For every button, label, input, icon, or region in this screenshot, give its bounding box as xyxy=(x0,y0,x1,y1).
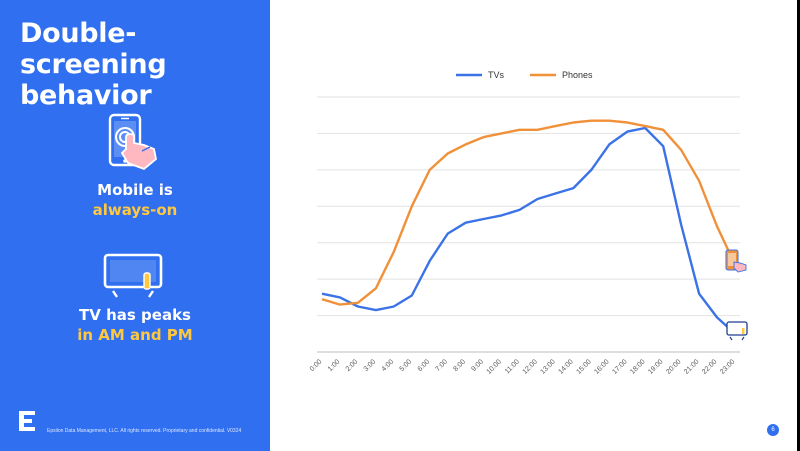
series-line-tvs xyxy=(321,126,736,335)
x-tick-label: 10:00 xyxy=(486,358,503,375)
epsilon-logo-icon xyxy=(19,411,35,431)
tvs-end-icon xyxy=(726,321,748,341)
legend-label-phones: Phones xyxy=(562,70,593,80)
x-tick-label: 3:00 xyxy=(363,358,378,373)
x-tick-label: 17:00 xyxy=(611,358,628,375)
tv-caption-line-1: TV has peaks xyxy=(79,306,191,324)
x-tick-label: 7:00 xyxy=(435,358,450,373)
tv-caption: TV has peaks in AM and PM xyxy=(0,305,270,345)
left-panel: Double-screening behavior Mobile is alwa… xyxy=(0,0,270,451)
mobile-caption-line-2: always-on xyxy=(92,201,178,219)
x-tick-label: 4:00 xyxy=(381,358,396,373)
tv-caption-line-2: in AM and PM xyxy=(77,326,193,344)
x-tick-label: 16:00 xyxy=(593,358,610,375)
series-line-phones xyxy=(321,119,737,306)
x-tick-label: 12:00 xyxy=(522,358,539,375)
page-number: 6 xyxy=(767,424,779,436)
title-line-1: Double-screening xyxy=(20,18,167,80)
phones-end-icon xyxy=(725,249,747,273)
mobile-caption: Mobile is always-on xyxy=(0,180,270,220)
x-tick-label: 23:00 xyxy=(719,358,736,375)
x-tick-label: 9:00 xyxy=(470,358,485,373)
chart-series xyxy=(321,119,737,335)
x-axis-labels: 0:00 1:00 2:00 3:00 4:00 5:00 6:00 7:00 8:00 9:00… xyxy=(309,358,737,375)
phone-touch-icon xyxy=(108,113,157,171)
title-line-2: behavior xyxy=(20,80,152,111)
x-tick-label: 8:00 xyxy=(452,358,467,373)
frame-edge xyxy=(797,0,800,451)
x-tick-label: 1:00 xyxy=(327,358,342,373)
x-tick-label: 5:00 xyxy=(399,358,414,373)
x-tick-label: 20:00 xyxy=(665,358,682,375)
footer-text: Epsilon Data Management, LLC. All rights… xyxy=(47,428,242,434)
chart-legend: TVs Phones xyxy=(456,70,593,80)
x-tick-label: 2:00 xyxy=(345,358,360,373)
line-chart: 0:00 1:00 2:00 3:00 4:00 5:00 6:00 7:00 8:00 9:00… xyxy=(309,70,748,376)
slide-title: Double-screening behavior xyxy=(20,18,260,111)
x-tick-label: 0:00 xyxy=(309,358,324,373)
x-tick-label: 19:00 xyxy=(647,358,664,375)
x-tick-label: 6:00 xyxy=(417,358,432,373)
mobile-caption-line-1: Mobile is xyxy=(97,181,173,199)
tv-icon xyxy=(103,253,163,298)
x-tick-label: 15:00 xyxy=(575,358,592,375)
x-tick-label: 14:00 xyxy=(557,358,574,375)
x-tick-label: 22:00 xyxy=(701,358,718,375)
x-tick-label: 13:00 xyxy=(540,358,557,375)
x-tick-label: 18:00 xyxy=(629,358,646,375)
chart-grid xyxy=(317,96,740,353)
x-tick-label: 21:00 xyxy=(683,358,700,375)
legend-label-tvs: TVs xyxy=(488,70,505,80)
x-tick-label: 11:00 xyxy=(504,358,521,375)
